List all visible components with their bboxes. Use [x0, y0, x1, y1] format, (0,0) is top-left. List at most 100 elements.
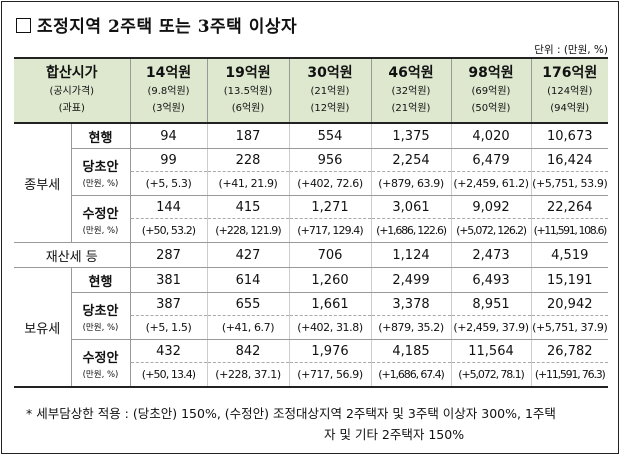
section-label-holding: 보유세 [14, 267, 72, 388]
footnote-line-1: * 세부담상한 적용 : (당초안) 150%, (수정안) 조정대상지역 2주… [26, 406, 556, 421]
table-cell: 94 [129, 123, 207, 149]
row-label-current: 현행 [71, 267, 131, 293]
table-cell: 20,942 [530, 292, 608, 316]
table-cell: 381 [129, 267, 207, 293]
table-cell: (+50, 13.4) [129, 362, 207, 388]
table-cell: 387 [129, 292, 207, 316]
table-cell: 956 [288, 148, 371, 172]
table-cell: 9,092 [450, 195, 531, 219]
table-cell: 10,673 [530, 123, 608, 149]
unit-note: (만원, %) [82, 369, 119, 380]
table-cell: 99 [129, 148, 207, 172]
table-cell: (+228, 121.9) [206, 218, 289, 243]
table-cell: 16,424 [530, 148, 608, 172]
header-col-2: 19억원 (13.5억원) (6억원) [206, 57, 289, 124]
header-row-label: 합산시가 (공시가격) (과표) [14, 57, 130, 124]
table-cell: (+41, 6.7) [206, 315, 289, 340]
table-cell: 415 [206, 195, 289, 219]
header-col-5: 98억원 (69억원) (50억원) [450, 57, 531, 124]
table-row: 수정안 (만원, %) 144 415 1,271 3,061 9,092 22,… [14, 195, 608, 243]
table-cell: 1,271 [288, 195, 371, 219]
row-label-draft: 당초안 (만원, %) [71, 148, 131, 196]
table-cell: 15,191 [530, 267, 608, 293]
table-cell: (+41, 21.9) [206, 171, 289, 196]
table-cell: (+5,751, 37.9) [530, 315, 608, 340]
table-cell: (+5,072, 78.1) [450, 362, 531, 388]
table-cell: 187 [206, 123, 289, 149]
header-label-price: 합산시가 [45, 65, 98, 81]
row-label-revised: 수정안 (만원, %) [71, 339, 131, 388]
table-row: 당초안 (만원, %) 387 655 1,661 3,378 8,951 20,… [14, 292, 608, 340]
table-cell: (+5, 5.3) [129, 171, 207, 196]
section-label-property: 재산세 등 [14, 242, 131, 268]
table-row: 당초안 (만원, %) 99 228 956 2,254 6,479 16,424 [14, 148, 608, 196]
table-cell: 655 [206, 292, 289, 316]
header-col-6: 176억원 (124억원) (94억원) [530, 57, 608, 124]
table-row: (+50, 53.2) (+228, 121.9) (+717, 129.4) … [14, 218, 608, 243]
table-cell: 432 [129, 339, 207, 363]
row-label-current: 현행 [71, 123, 131, 149]
table-cell: 2,473 [450, 242, 531, 268]
table-cell: 287 [129, 242, 207, 268]
table-cell: (+50, 53.2) [129, 218, 207, 243]
table-cell: (+5,072, 126.2) [450, 218, 531, 243]
table-row: 종부세 현행 94 187 554 1,375 4,020 10,673 [14, 123, 608, 243]
table-cell: (+402, 72.6) [288, 171, 371, 196]
table-row: 보유세 현행 381 614 1,260 2,499 6,493 15,191 [14, 267, 608, 388]
row-label-draft: 당초안 (만원, %) [71, 292, 131, 340]
table-cell: 22,264 [530, 195, 608, 219]
table-cell: (+5, 1.5) [129, 315, 207, 340]
table-cell: 2,254 [370, 148, 451, 172]
footnote-line-2: 자 및 기타 2주택자 150% [324, 427, 465, 442]
table-cell: (+717, 56.9) [288, 362, 371, 388]
table-cell: 1,661 [288, 292, 371, 316]
table-row: 재산세 등 287 427 706 1,124 2,473 4,519 [14, 242, 608, 268]
table-cell: 11,564 [450, 339, 531, 363]
table-cell: 554 [288, 123, 371, 149]
table-cell: 427 [206, 242, 289, 268]
tax-comparison-table: 합산시가 (공시가격) (과표) 14억원 (9.8억원) (3억원) 19억원 (1… [14, 57, 608, 388]
table-row: (+50, 13.4) (+228, 37.1) (+717, 56.9) (+… [14, 362, 608, 388]
table-cell: 3,061 [370, 195, 451, 219]
table-cell: (+2,459, 61.2) [450, 171, 531, 196]
table-cell: (+2,459, 37.9) [450, 315, 531, 340]
unit-note: (만원, %) [82, 322, 119, 333]
table-cell: 26,782 [530, 339, 608, 363]
header-row: 합산시가 (공시가격) (과표) 14억원 (9.8억원) (3억원) 19억원 (1… [14, 57, 608, 124]
table-cell: (+879, 63.9) [370, 171, 451, 196]
table-cell: 8,951 [450, 292, 531, 316]
table-cell: (+717, 129.4) [288, 218, 371, 243]
header-label-base: (과표) [58, 103, 85, 114]
checkbox-square-icon [16, 18, 31, 33]
table-cell: 6,493 [450, 267, 531, 293]
table-cell: 1,375 [370, 123, 451, 149]
table-cell: 1,124 [370, 242, 451, 268]
table-cell: 228 [206, 148, 289, 172]
table-cell: (+11,591, 76.3) [530, 362, 608, 388]
table-cell: 706 [288, 242, 371, 268]
table-cell: 3,378 [370, 292, 451, 316]
table-row: (+5, 5.3) (+41, 21.9) (+402, 72.6) (+879… [14, 171, 608, 196]
table-cell: 2,499 [370, 267, 451, 293]
unit-note: (만원, %) [82, 225, 119, 236]
table-cell: 6,479 [450, 148, 531, 172]
header-label-official: (공시가격) [49, 86, 95, 97]
title-text: 조정지역 2주택 또는 3주택 이상자 [37, 17, 298, 37]
table-cell: 614 [206, 267, 289, 293]
table-cell: (+1,686, 122.6) [370, 218, 451, 243]
table-cell: (+5,751, 53.9) [530, 171, 608, 196]
unit-label: 단위 : (만원, %) [534, 44, 608, 56]
section-label-jongbu: 종부세 [14, 123, 72, 243]
table-cell: 1,976 [288, 339, 371, 363]
table-cell: (+228, 37.1) [206, 362, 289, 388]
table-row: (+5, 1.5) (+41, 6.7) (+402, 31.8) (+879,… [14, 315, 608, 340]
table-cell: 4,519 [530, 242, 608, 268]
document-title: 조정지역 2주택 또는 3주택 이상자 [16, 12, 297, 37]
table-cell: (+11,591, 108.6) [530, 218, 608, 243]
row-label-revised: 수정안 (만원, %) [71, 195, 131, 243]
table-cell: 1,260 [288, 267, 371, 293]
table-cell: 842 [206, 339, 289, 363]
header-col-1: 14억원 (9.8억원) (3억원) [129, 57, 207, 124]
table-cell: (+1,686, 67.4) [370, 362, 451, 388]
